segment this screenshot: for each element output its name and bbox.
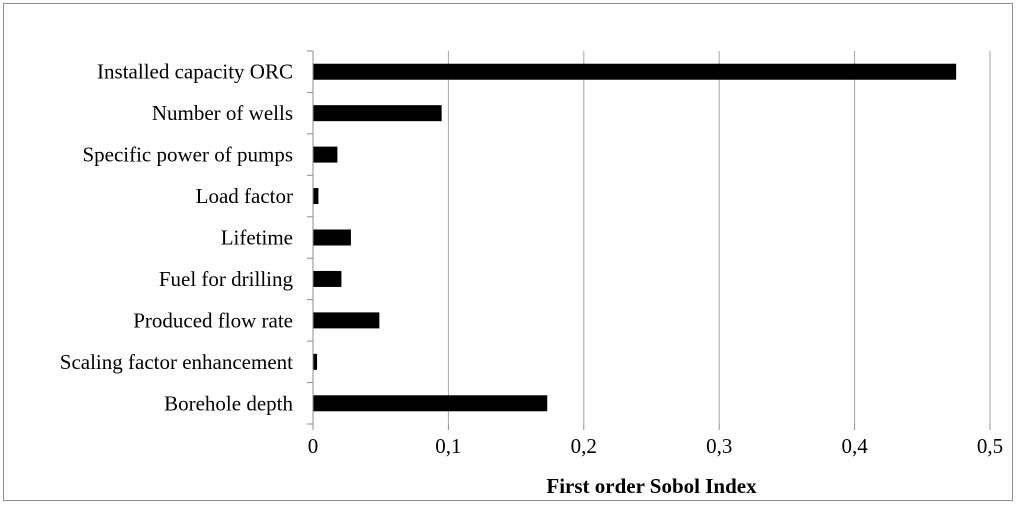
x-tick-label: 0,5 xyxy=(977,434,1003,458)
bar xyxy=(313,146,338,163)
bars xyxy=(313,63,957,412)
category-label: Scaling factor enhancement xyxy=(60,350,293,374)
bar xyxy=(313,353,318,370)
category-label: Number of wells xyxy=(152,101,293,125)
x-axis-title: First order Sobol Index xyxy=(546,474,757,498)
bar xyxy=(313,270,342,287)
x-tick-label: 0 xyxy=(308,434,319,458)
bar xyxy=(313,229,351,246)
bar xyxy=(313,188,319,205)
category-label: Load factor xyxy=(196,184,293,208)
category-label: Produced flow rate xyxy=(133,308,293,332)
category-label: Lifetime xyxy=(221,226,293,250)
category-label: Specific power of pumps xyxy=(82,143,293,167)
bar xyxy=(313,63,957,80)
chart-frame: Installed capacity ORC Number of wells Spe… xyxy=(3,3,1013,501)
x-tick-labels: 0 0,1 0,2 0,3 0,4 0,5 xyxy=(308,434,1003,458)
axes xyxy=(307,50,991,430)
category-label: Fuel for drilling xyxy=(159,267,294,291)
x-tick-label: 0,2 xyxy=(571,434,597,458)
x-tick-label: 0,1 xyxy=(435,434,461,458)
bar xyxy=(313,395,548,412)
category-labels: Installed capacity ORC Number of wells Spe… xyxy=(60,60,294,416)
bar-chart: Installed capacity ORC Number of wells Spe… xyxy=(60,50,1003,498)
gridlines xyxy=(447,51,991,424)
category-label: Installed capacity ORC xyxy=(97,60,293,84)
x-tick-label: 0,3 xyxy=(706,434,732,458)
x-tick-label: 0,4 xyxy=(841,434,868,458)
bar xyxy=(313,312,380,329)
bar xyxy=(313,105,442,122)
category-label: Borehole depth xyxy=(164,391,293,415)
